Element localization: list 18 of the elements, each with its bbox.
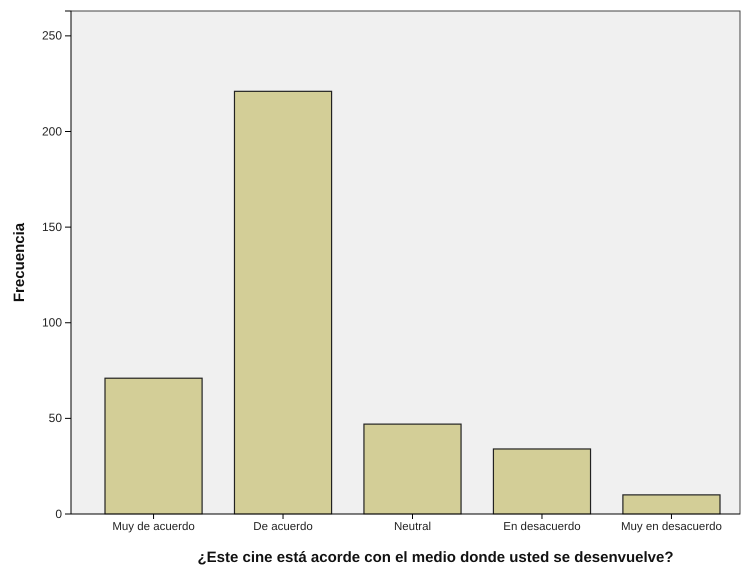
- y-tick-label: 200: [42, 124, 62, 138]
- bar: [622, 494, 721, 515]
- y-tick-label: 0: [55, 506, 62, 521]
- y-tick-label: 50: [48, 411, 62, 426]
- x-tick-label: Muy en desacuerdo: [620, 521, 722, 534]
- x-tick-label: De acuerdo: [253, 521, 313, 534]
- y-tick-label: 150: [42, 220, 62, 234]
- bar: [234, 90, 332, 515]
- y-tick-label: 100: [42, 316, 62, 330]
- bar: [104, 378, 203, 515]
- y-tick-label: 250: [42, 28, 62, 43]
- bar: [492, 448, 592, 515]
- bar: [363, 424, 462, 515]
- x-tick-label: Muy de acuerdo: [112, 521, 195, 534]
- y-axis-title: Frecuencia: [11, 222, 28, 302]
- x-tick-label: En desacuerdo: [503, 521, 581, 534]
- x-axis-title: ¿Este cine está acorde con el medio donde usted se desenvuelve?: [198, 549, 674, 566]
- x-tick-label: Neutral: [394, 521, 432, 534]
